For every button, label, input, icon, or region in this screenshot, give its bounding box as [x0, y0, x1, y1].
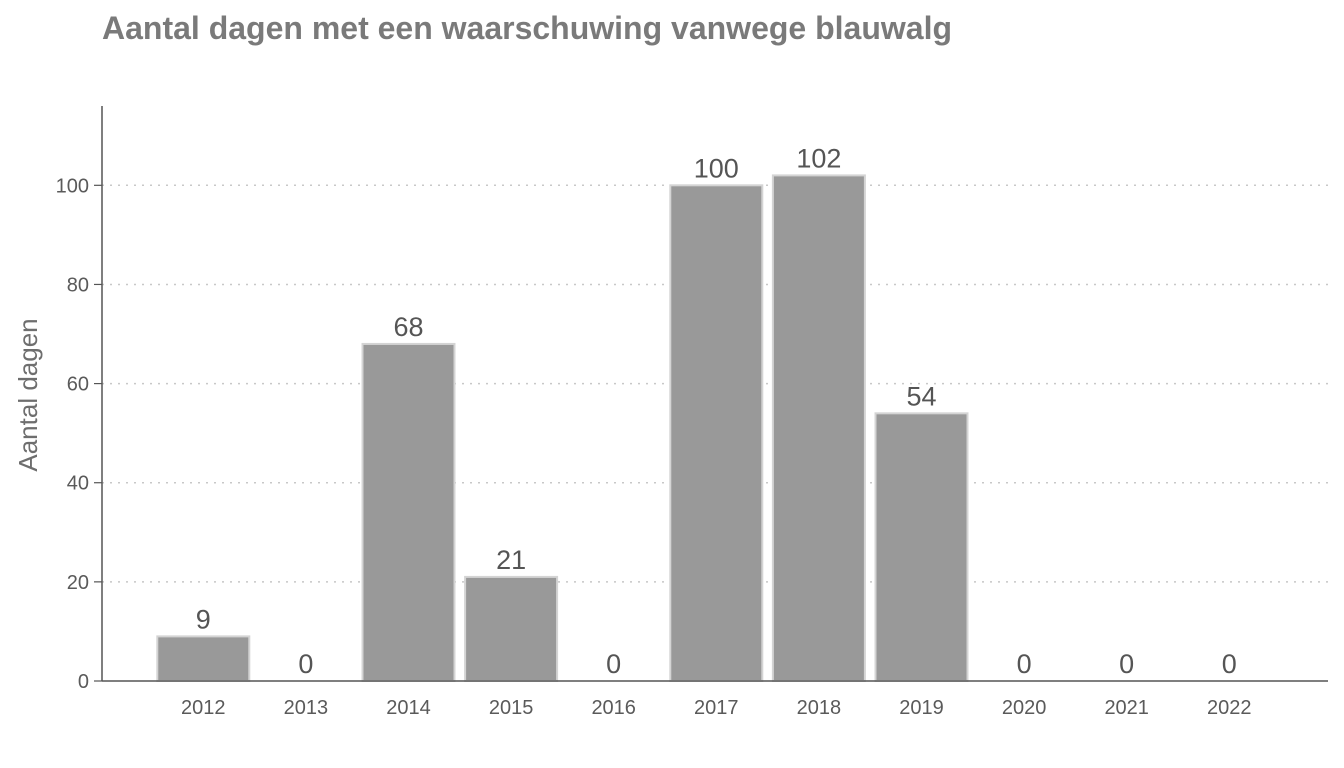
bar-2012	[156, 635, 251, 683]
y-tick-label-60: 60	[67, 374, 89, 396]
x-tick-label-2021: 2021	[1104, 697, 1149, 719]
data-label-2022: 0	[1222, 649, 1237, 679]
data-label-2020: 0	[1017, 649, 1032, 679]
chart-title: Aantal dagen met een waarschuwing vanweg…	[102, 10, 952, 46]
data-label-2018: 102	[796, 143, 841, 173]
y-tick-labels: 0 20 40 60 80 100	[56, 175, 102, 693]
x-tick-labels: 2012 2013 2014 2015 2016 2017 2018 2019 2020 2021…	[181, 697, 1252, 719]
y-tick-label-20: 20	[67, 572, 89, 594]
data-label-2017: 100	[694, 153, 739, 183]
x-tick-label-2019: 2019	[899, 697, 944, 719]
data-label-2012: 9	[196, 604, 211, 634]
y-tick-label-0: 0	[78, 671, 89, 693]
y-axis-title: Aantal dagen	[13, 318, 43, 471]
y-tick-label-100: 100	[56, 175, 89, 197]
y-tick-label-40: 40	[67, 473, 89, 495]
data-label-2014: 68	[393, 312, 423, 342]
x-tick-label-2013: 2013	[284, 697, 329, 719]
x-tick-label-2017: 2017	[694, 697, 739, 719]
x-tick-label-2020: 2020	[1002, 697, 1047, 719]
bar-2014	[361, 342, 456, 682]
x-tick-label-2012: 2012	[181, 697, 226, 719]
y-tick-label-80: 80	[67, 274, 89, 296]
data-labels: 9 0 68 21 0 100 102 54 0 0 0	[196, 143, 1237, 679]
data-label-2015: 21	[496, 545, 526, 575]
axes	[101, 106, 1328, 682]
x-tick-label-2014: 2014	[386, 697, 431, 719]
bar-2017	[669, 184, 764, 683]
x-tick-label-2022: 2022	[1207, 697, 1252, 719]
bars	[156, 174, 969, 683]
bar-2019	[874, 412, 969, 682]
data-label-2016: 0	[606, 649, 621, 679]
x-tick-label-2015: 2015	[489, 697, 534, 719]
bar-2015	[464, 575, 559, 682]
data-label-2021: 0	[1119, 649, 1134, 679]
x-tick-label-2016: 2016	[591, 697, 636, 719]
x-tick-label-2018: 2018	[797, 697, 842, 719]
data-label-2013: 0	[298, 649, 313, 679]
bar-2018	[771, 174, 866, 682]
data-label-2019: 54	[906, 381, 936, 411]
